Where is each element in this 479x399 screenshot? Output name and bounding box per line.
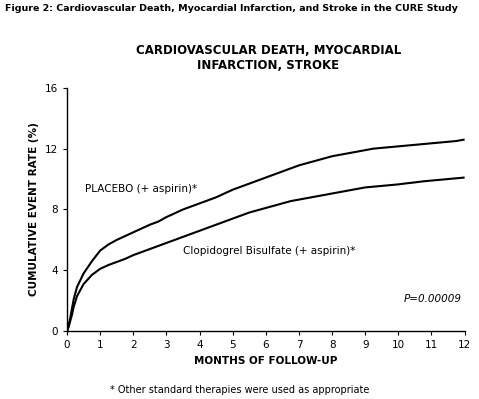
Text: * Other standard therapies were used as appropriate: * Other standard therapies were used as … xyxy=(110,385,369,395)
Text: Figure 2: Cardiovascular Death, Myocardial Infarction, and Stroke in the CURE St: Figure 2: Cardiovascular Death, Myocardi… xyxy=(5,4,457,13)
Text: PLACEBO (+ aspirin)*: PLACEBO (+ aspirin)* xyxy=(85,184,197,194)
Text: Clopidogrel Bisulfate (+ aspirin)*: Clopidogrel Bisulfate (+ aspirin)* xyxy=(183,246,355,256)
Text: P=0.00009: P=0.00009 xyxy=(403,294,461,304)
X-axis label: MONTHS OF FOLLOW-UP: MONTHS OF FOLLOW-UP xyxy=(194,356,338,366)
Text: CARDIOVASCULAR DEATH, MYOCARDIAL
INFARCTION, STROKE: CARDIOVASCULAR DEATH, MYOCARDIAL INFARCT… xyxy=(136,44,401,72)
Y-axis label: CUMULATIVE EVENT RATE (%): CUMULATIVE EVENT RATE (%) xyxy=(29,122,39,296)
